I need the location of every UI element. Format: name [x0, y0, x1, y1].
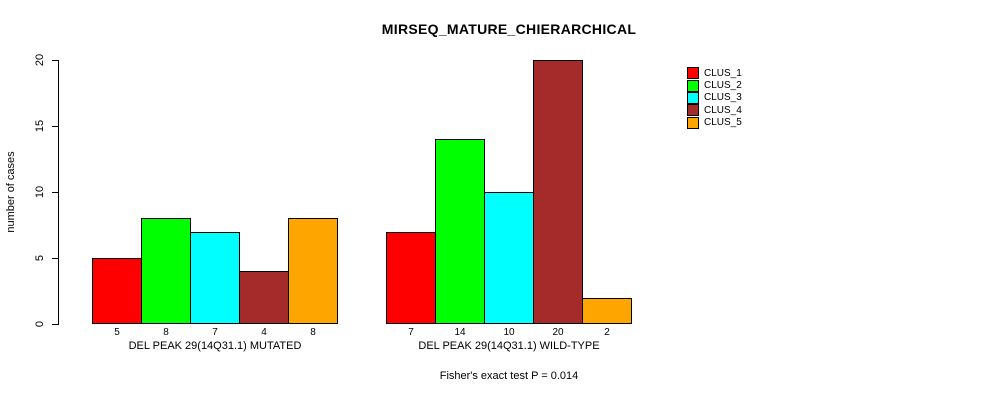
legend-label: CLUS_1 [704, 67, 742, 79]
y-tick-label: 0 [34, 320, 46, 328]
bar-clus_1-group2 [386, 231, 436, 324]
bar-clus_4-group1 [239, 271, 289, 324]
chart-title: MIRSEQ_MATURE_CHIERARCHICAL [381, 21, 637, 37]
legend-row-clus_5: CLUS_5 [687, 116, 742, 129]
footnote-fishers-test: Fisher's exact test P = 0.014 [439, 370, 579, 382]
legend-swatch-clus_1 [687, 67, 699, 80]
legend-swatch-clus_4 [687, 104, 699, 117]
bar-value-label: 4 [261, 326, 267, 338]
bar-clus_1-group1 [92, 258, 142, 324]
group-label-wild-type: DEL PEAK 29(14Q31.1) WILD-TYPE [418, 340, 600, 352]
legend-row-clus_3: CLUS_3 [687, 91, 742, 104]
legend-label: CLUS_2 [704, 80, 742, 92]
y-tick-label: 20 [34, 53, 46, 67]
bar-value-label: 7 [212, 326, 218, 338]
y-tick [52, 323, 59, 325]
legend-row-clus_1: CLUS_1 [687, 67, 742, 80]
bar-value-label: 14 [454, 326, 466, 338]
bar-value-label: 8 [310, 326, 316, 338]
bar-clus_2-group1 [141, 218, 191, 324]
y-axis-line [58, 60, 59, 325]
legend-swatch-clus_3 [687, 91, 699, 104]
bar-value-label: 10 [503, 326, 515, 338]
y-tick [52, 191, 59, 193]
y-tick-label: 15 [34, 119, 46, 133]
y-axis-label: number of cases [5, 151, 17, 233]
y-tick-label: 5 [34, 254, 46, 262]
bar-clus_3-group1 [190, 231, 240, 324]
bar-value-label: 20 [552, 326, 564, 338]
legend-label: CLUS_3 [704, 92, 742, 104]
legend-row-clus_4: CLUS_4 [687, 104, 742, 117]
legend-swatch-clus_5 [687, 116, 699, 129]
bar-value-label: 2 [604, 326, 610, 338]
bar-value-label: 5 [114, 326, 120, 338]
bar-clus_5-group1 [288, 218, 338, 324]
y-tick [52, 125, 59, 127]
legend: CLUS_1 CLUS_2 CLUS_3 CLUS_4 CLUS_5 [687, 67, 742, 129]
bar-clus_4-group2 [533, 60, 583, 324]
bar-clus_3-group2 [484, 192, 534, 324]
y-tick-label: 10 [34, 185, 46, 199]
group-label-mutated: DEL PEAK 29(14Q31.1) MUTATED [128, 340, 302, 352]
bar-value-label: 8 [163, 326, 169, 338]
bar-clus_5-group2 [582, 297, 632, 324]
y-tick [52, 59, 59, 61]
legend-label: CLUS_4 [704, 104, 742, 116]
bar-value-label: 7 [408, 326, 414, 338]
bar-clus_2-group2 [435, 139, 485, 324]
legend-swatch-clus_2 [687, 79, 699, 92]
y-tick [52, 257, 59, 259]
legend-label: CLUS_5 [704, 117, 742, 129]
legend-row-clus_2: CLUS_2 [687, 79, 742, 92]
